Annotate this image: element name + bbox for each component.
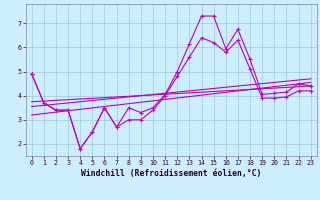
X-axis label: Windchill (Refroidissement éolien,°C): Windchill (Refroidissement éolien,°C) [81, 169, 261, 178]
